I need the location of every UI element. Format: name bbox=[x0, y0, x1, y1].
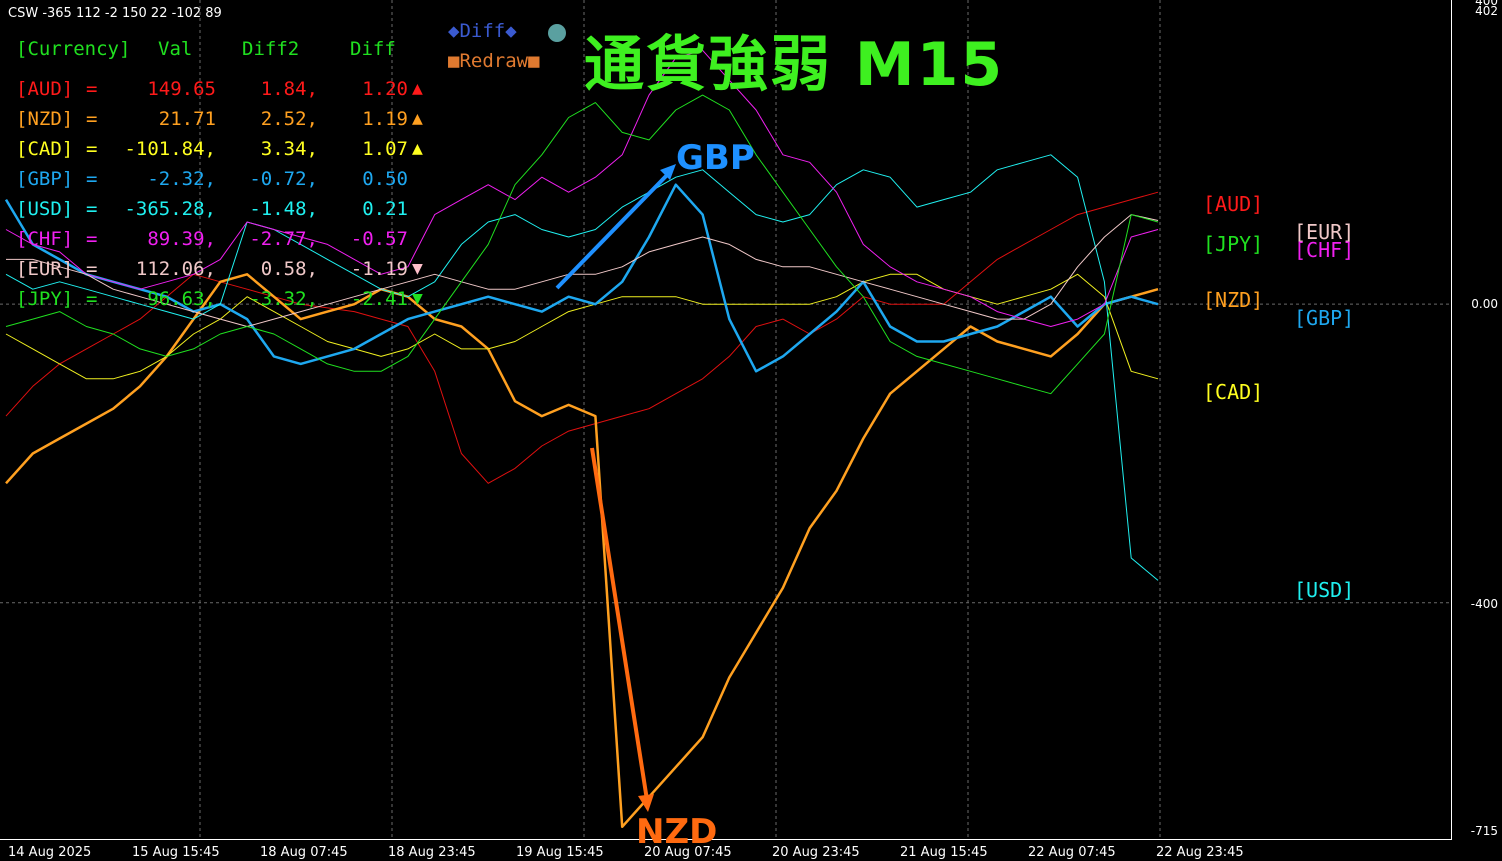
currency-name: [CHF] bbox=[16, 228, 74, 250]
x-tick-label: 18 Aug 23:45 bbox=[388, 845, 476, 860]
x-tick-label: 14 Aug 2025 bbox=[8, 845, 92, 860]
redraw-label: ■Redraw■ bbox=[448, 50, 540, 72]
currency-name: [GBP] bbox=[16, 168, 74, 190]
equals-sign: = bbox=[86, 108, 98, 130]
x-tick-label: 15 Aug 15:45 bbox=[132, 845, 220, 860]
value-cell: 149.65 bbox=[147, 78, 216, 100]
y-tick-neg400: -400 bbox=[1470, 597, 1498, 611]
up-arrow-icon: ▲ bbox=[412, 108, 423, 129]
currency-name: [JPY] bbox=[16, 288, 74, 310]
equals-sign: = bbox=[86, 78, 98, 100]
diff-cell: -1.19 bbox=[350, 258, 408, 280]
series-line-usd bbox=[5, 154, 1159, 581]
table-header: [Currency] Val Diff2 Diff bbox=[16, 38, 396, 148]
grid bbox=[0, 0, 1452, 840]
series-line-eur bbox=[6, 214, 1159, 327]
equals-sign: = bbox=[86, 228, 98, 250]
y-tick-top: 402 bbox=[1475, 4, 1498, 18]
nzd-arrow-line bbox=[590, 447, 649, 801]
series-line-aud bbox=[5, 191, 1159, 484]
diff-cell: 0.21 bbox=[362, 198, 408, 220]
header-currency: [Currency] bbox=[16, 38, 131, 60]
gbp-arrow-line bbox=[555, 170, 672, 290]
tag-chf: [CHF] bbox=[1294, 238, 1355, 262]
tag-nzd: [NZD] bbox=[1203, 288, 1264, 312]
diff-cell: -0.57 bbox=[350, 228, 408, 250]
chart-plot bbox=[0, 0, 1452, 840]
currency-name: [CAD] bbox=[16, 138, 74, 160]
diff2-cell: -1.48, bbox=[249, 198, 318, 220]
value-cell: 89.39, bbox=[147, 228, 216, 250]
series-line-chf bbox=[5, 49, 1159, 327]
x-tick-label: 19 Aug 15:45 bbox=[516, 845, 604, 860]
diff2-cell: 0.58, bbox=[260, 258, 318, 280]
currency-name: [NZD] bbox=[16, 108, 74, 130]
value-cell: -101.84, bbox=[124, 138, 216, 160]
x-tick-label: 18 Aug 07:45 bbox=[260, 845, 348, 860]
value-cell: -365.28, bbox=[124, 198, 216, 220]
nzd-arrow-head bbox=[638, 794, 654, 812]
tag-aud: [AUD] bbox=[1203, 192, 1264, 216]
series-lines bbox=[4, 49, 1159, 829]
chart-area bbox=[0, 0, 1452, 840]
currency-name: [USD] bbox=[16, 198, 74, 220]
page-title: 通貨強弱 M15 bbox=[584, 30, 1005, 100]
down-arrow-icon: ▼ bbox=[412, 288, 423, 309]
redraw-button[interactable]: ■Redraw■ bbox=[448, 50, 540, 72]
gbp-annotation: GBP bbox=[676, 138, 755, 178]
value-cell: 21.71 bbox=[158, 108, 216, 130]
diff2-cell: -0.72, bbox=[249, 168, 318, 190]
diff-button[interactable]: ◆Diff◆ bbox=[448, 20, 517, 42]
value-cell: 112.06, bbox=[135, 258, 216, 280]
equals-sign: = bbox=[86, 288, 98, 310]
diff-cell: -2.41 bbox=[350, 288, 408, 310]
currency-name: [AUD] bbox=[16, 78, 74, 100]
diff2-cell: 3.34, bbox=[260, 138, 318, 160]
diff-label: ◆Diff◆ bbox=[448, 20, 517, 42]
x-tick-label: 21 Aug 15:45 bbox=[900, 845, 988, 860]
series-line-gbp bbox=[4, 183, 1159, 373]
equals-sign: = bbox=[86, 198, 98, 220]
tag-cad: [CAD] bbox=[1203, 380, 1264, 404]
diff-cell: 1.19 bbox=[362, 108, 408, 130]
x-tick-label: 22 Aug 23:45 bbox=[1156, 845, 1244, 860]
y-tick-zero: 0.00 bbox=[1471, 297, 1498, 311]
currency-name: [EUR] bbox=[16, 258, 74, 280]
value-cell: 96.63, bbox=[147, 288, 216, 310]
x-tick-label: 20 Aug 23:45 bbox=[772, 845, 860, 860]
diff2-cell: 1.84, bbox=[260, 78, 318, 100]
diff-cell: 1.20 bbox=[362, 78, 408, 100]
indicator-label: CSW -365 112 -2 150 22 -102 89 bbox=[8, 6, 222, 21]
y-tick-upper: 400 bbox=[1475, 0, 1498, 8]
diff2-cell: -2.77, bbox=[249, 228, 318, 250]
series-line-nzd bbox=[5, 273, 1159, 829]
header-val: Val bbox=[158, 38, 193, 60]
series-line-jpy bbox=[5, 94, 1159, 395]
diff2-cell: 2.52, bbox=[260, 108, 318, 130]
nzd-annotation: NZD bbox=[636, 812, 718, 852]
circle-icon[interactable] bbox=[548, 24, 566, 42]
diff2-cell: -3.32, bbox=[249, 288, 318, 310]
equals-sign: = bbox=[86, 138, 98, 160]
annotation-arrows bbox=[555, 164, 676, 812]
header-diff2: Diff2 bbox=[242, 38, 300, 60]
up-arrow-icon: ▲ bbox=[412, 78, 423, 99]
header-diff: Diff bbox=[350, 38, 396, 60]
diff-cell: 1.07 bbox=[362, 138, 408, 160]
up-arrow-icon: ▲ bbox=[412, 138, 423, 159]
equals-sign: = bbox=[86, 258, 98, 280]
value-cell: -2.32, bbox=[147, 168, 216, 190]
tag-usd: [USD] bbox=[1294, 578, 1355, 602]
tag-eur: [EUR] bbox=[1294, 220, 1355, 244]
down-arrow-icon: ▼ bbox=[412, 258, 423, 279]
x-tick-label: 22 Aug 07:45 bbox=[1028, 845, 1116, 860]
tag-jpy: [JPY] bbox=[1203, 232, 1264, 256]
gbp-arrow-head bbox=[660, 164, 676, 180]
tag-gbp: [GBP] bbox=[1294, 306, 1355, 330]
diff-cell: 0.50 bbox=[362, 168, 408, 190]
x-tick-label: 20 Aug 07:45 bbox=[644, 845, 732, 860]
equals-sign: = bbox=[86, 168, 98, 190]
y-tick-bottom: -715 bbox=[1470, 824, 1498, 838]
